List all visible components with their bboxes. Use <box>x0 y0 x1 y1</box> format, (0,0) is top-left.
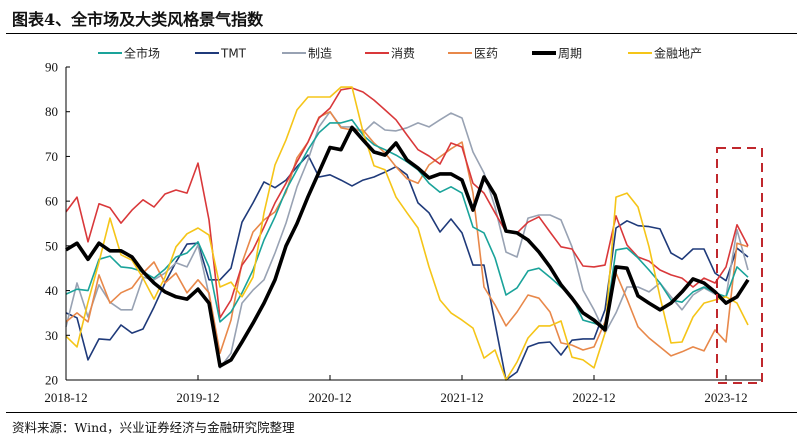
legend-label: 制造 <box>308 47 332 61</box>
legend-item: TMT <box>195 47 247 61</box>
legend-item: 金融地产 <box>628 46 702 61</box>
series-line-3 <box>65 87 749 319</box>
legend-label: 医药 <box>474 47 498 61</box>
title-divider <box>6 33 797 34</box>
source-divider <box>6 412 797 413</box>
legend-item: 周期 <box>532 47 582 61</box>
chart-title: 图表4、全市场及大类风格景气指数 <box>12 10 264 29</box>
legend-item: 医药 <box>448 47 498 61</box>
legend-label: 消费 <box>391 47 415 61</box>
y-tick-label: 60 <box>45 194 58 209</box>
y-tick-label: 40 <box>45 283 58 298</box>
series-line-4 <box>65 110 749 357</box>
series-lines <box>65 86 750 381</box>
legend-item: 制造 <box>282 47 332 61</box>
series-line-5 <box>65 125 750 368</box>
y-tick-label: 50 <box>45 238 58 253</box>
legend-label: 金融地产 <box>654 46 702 61</box>
legend-item: 消费 <box>365 47 415 61</box>
y-tick-label: 70 <box>45 149 58 164</box>
source-note: 资料来源：Wind，兴业证券经济与金融研究院整理 <box>12 420 295 435</box>
highlight-box <box>716 147 763 384</box>
y-tick-label: 30 <box>45 328 58 343</box>
series-line-6 <box>65 86 749 381</box>
legend-label: TMT <box>220 47 247 61</box>
legend-label: 全市场 <box>124 46 160 61</box>
x-tick-label: 2023-12 <box>704 390 747 405</box>
series-line-0 <box>65 119 749 328</box>
y-tick-label: 80 <box>45 104 58 119</box>
x-tick-label: 2022-12 <box>572 390 615 405</box>
legend-label: 周期 <box>558 47 582 61</box>
series-line-2 <box>65 110 749 369</box>
legend: 全市场 TMT 制造 消费 医药 周期 金融地产 <box>98 46 702 61</box>
x-tick-label: 2020-12 <box>308 390 351 405</box>
y-tick-label: 20 <box>45 373 58 388</box>
x-tick-label: 2019-12 <box>176 390 219 405</box>
axes: 20 30 40 50 60 70 80 90 2018-12 2019-12 2020-12 202… <box>44 60 762 405</box>
legend-item: 全市场 <box>98 46 160 61</box>
x-tick-label: 2021-12 <box>440 390 483 405</box>
x-tick-label: 2018-12 <box>44 390 87 405</box>
y-tick-label: 90 <box>45 60 58 75</box>
